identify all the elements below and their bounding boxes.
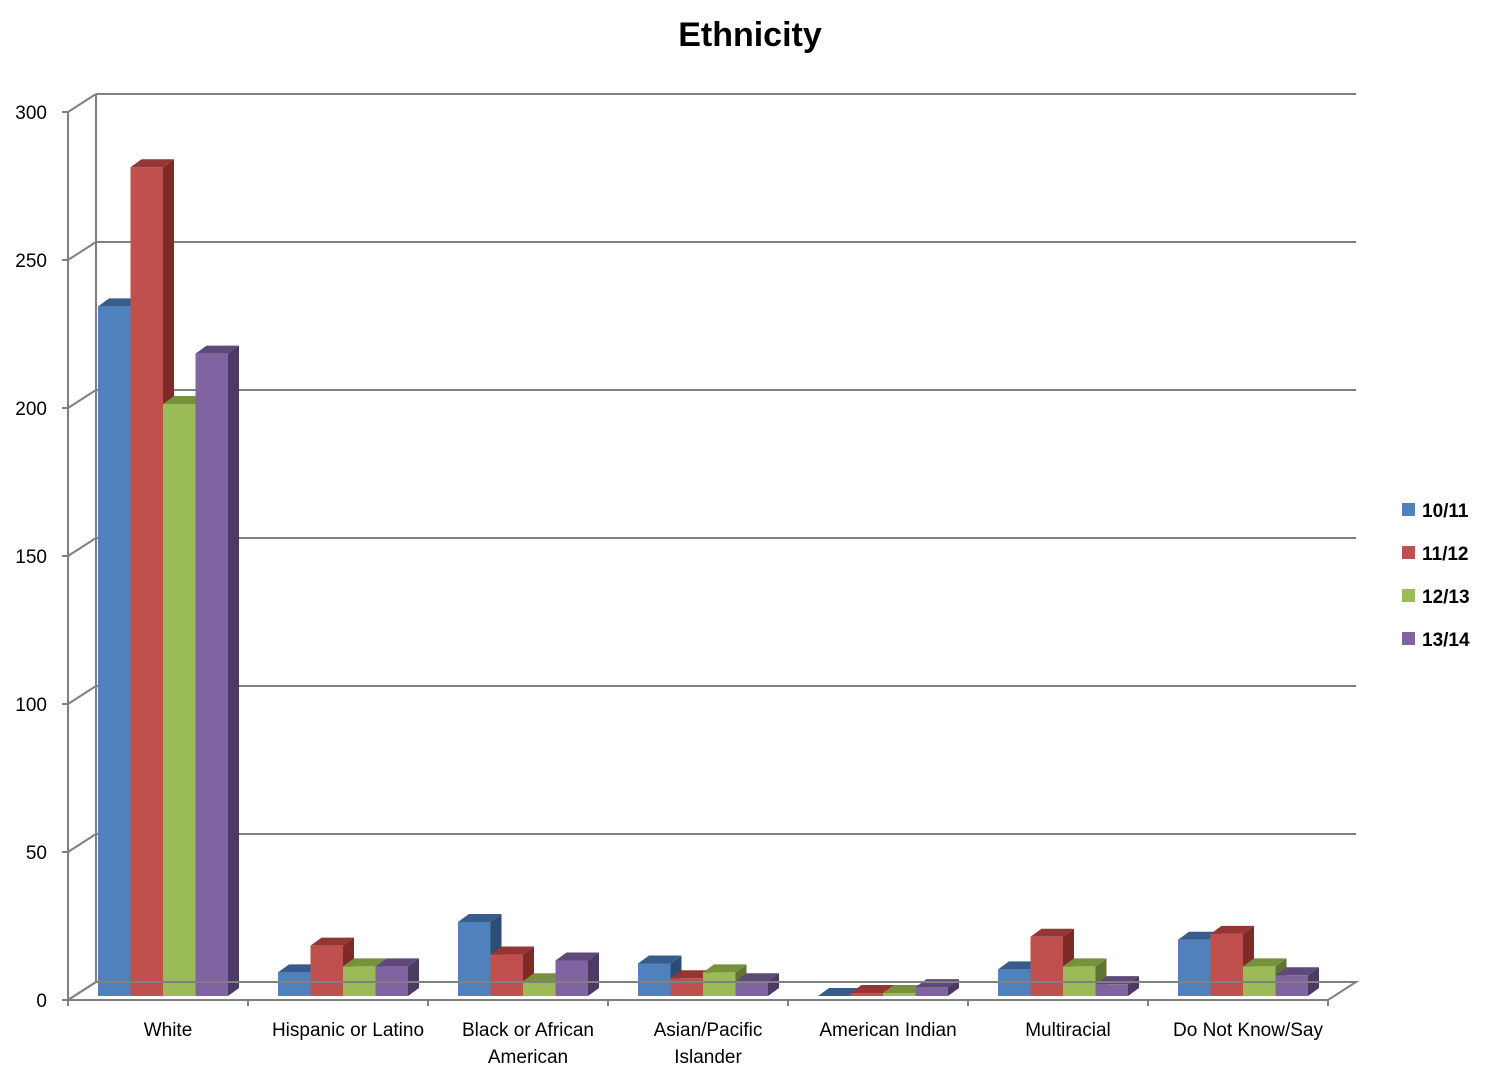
bar-13-14-3-side	[768, 973, 779, 996]
bar-11-12-5-top	[1030, 928, 1074, 937]
legend-swatch	[1402, 589, 1415, 602]
gridline-depth-300	[67, 93, 97, 113]
bar-11-12-2-top	[490, 946, 534, 955]
bar-13-14-2-top	[555, 952, 599, 961]
bar-12-13-3-top	[703, 964, 747, 973]
bar-11-12-5-front	[1030, 936, 1063, 996]
x-tick-label: Hispanic or Latino	[272, 1020, 424, 1041]
x-tick-label-line: Asian/Pacific	[654, 1020, 763, 1041]
bar-13-14-3-top	[735, 973, 779, 982]
bar-11-12-6-front	[1210, 933, 1243, 996]
x-tick-label-line: Do Not Know/Say	[1173, 1020, 1323, 1041]
bar-12-13-1-top	[343, 958, 387, 967]
x-tick-label: Asian/Pacific Islander	[654, 1020, 763, 1068]
bar-13-14-0-side	[228, 345, 239, 996]
y-tick-label: 50	[26, 843, 47, 864]
bar-10-11-0-front	[98, 306, 131, 996]
bar-11-12-0-front	[130, 167, 163, 996]
y-tick-label: 0	[36, 991, 47, 1012]
legend-label: 11/12	[1422, 544, 1469, 565]
bar-11-12-1-top	[310, 937, 354, 946]
bar-12-13-6-top	[1243, 958, 1287, 967]
bar-10-11-3-top	[638, 955, 682, 964]
bar-11-12-0-top	[130, 159, 174, 168]
bar-10-11-2-front	[458, 922, 491, 996]
bar-11-12-1-front	[310, 945, 343, 996]
x-tick-label: Multiracial	[1025, 1020, 1111, 1041]
gridlines	[67, 93, 1356, 1001]
bar-11-12-4-front	[850, 993, 883, 996]
y-tick-label: 300	[15, 103, 47, 124]
bars	[98, 159, 1319, 996]
legend-swatch	[1402, 546, 1415, 559]
x-tick-label: White	[144, 1020, 193, 1041]
bar-11-12-3-front	[670, 978, 703, 996]
legend-label: 12/13	[1422, 587, 1470, 608]
bar-10-11-6-front	[1178, 939, 1211, 996]
bar-12-13-3-front	[703, 972, 736, 996]
x-tick-label-line: White	[144, 1020, 193, 1041]
bar-12-13-2-front	[523, 981, 556, 996]
x-tick-label: Do Not Know/Say	[1173, 1020, 1323, 1041]
bar-10-11-3-front	[638, 963, 671, 996]
bar-12-13-4-front	[883, 993, 916, 996]
y-tick-label: 250	[15, 251, 47, 272]
x-tick-label: Black or African American	[462, 1020, 594, 1068]
bar-13-14-6-front	[1275, 975, 1308, 996]
legend: 10/11 11/12 12/13 13/14	[1402, 501, 1470, 651]
y-axis: 0 50 100 150 200 250 300	[15, 103, 69, 1012]
bar-13-14-2-side	[588, 952, 599, 996]
y-tick-label: 200	[15, 399, 47, 420]
bar-13-14-4-front	[915, 987, 948, 996]
x-tick-label-line: Hispanic or Latino	[272, 1020, 424, 1041]
bar-13-14-6-top	[1275, 967, 1319, 976]
x-tick-label-line: American	[488, 1047, 568, 1068]
bar-10-11-1-front	[278, 972, 311, 996]
y-tick-label: 100	[15, 695, 47, 716]
x-tick-label: American Indian	[819, 1020, 956, 1041]
gridline-depth-150	[67, 537, 97, 557]
chart-floor	[64, 981, 1360, 1001]
gridline-depth-250	[67, 241, 97, 261]
gridline-depth-100	[67, 685, 97, 705]
x-tick-label-line: American Indian	[819, 1020, 956, 1041]
bar-10-11-2-top	[458, 914, 502, 922]
bar-12-13-0-front	[163, 404, 196, 996]
bar-12-13-5-top	[1063, 958, 1107, 967]
bar-13-14-4-side	[948, 979, 959, 996]
bar-13-14-1-side	[408, 958, 419, 996]
legend-label: 10/11	[1422, 501, 1469, 522]
bar-11-12-2-front	[490, 954, 523, 996]
bar-13-14-1-top	[375, 958, 419, 967]
bar-13-14-5-front	[1095, 984, 1128, 996]
gridline-depth-50	[67, 833, 97, 853]
bar-11-12-4-top	[850, 985, 894, 994]
x-tick-label-line: Multiracial	[1025, 1020, 1111, 1041]
bar-13-14-0-top	[195, 345, 239, 354]
legend-swatch	[1402, 503, 1415, 516]
x-axis: White Hispanic or Latino Black or African A…	[64, 981, 1360, 1068]
y-tick-label: 150	[15, 547, 47, 568]
x-tick-label-line: Islander	[674, 1047, 742, 1068]
gridline-depth-200	[67, 389, 97, 409]
bar-13-14-2-front	[555, 960, 588, 996]
bar-11-12-6-top	[1210, 925, 1254, 934]
chart-title: Ethnicity	[678, 16, 822, 54]
x-tick-label-line: Black or African	[462, 1020, 594, 1041]
bar-13-14-0-front	[195, 353, 228, 996]
legend-label: 13/14	[1422, 630, 1470, 651]
legend-swatch	[1402, 632, 1415, 645]
bar-13-14-3-front	[735, 981, 768, 996]
